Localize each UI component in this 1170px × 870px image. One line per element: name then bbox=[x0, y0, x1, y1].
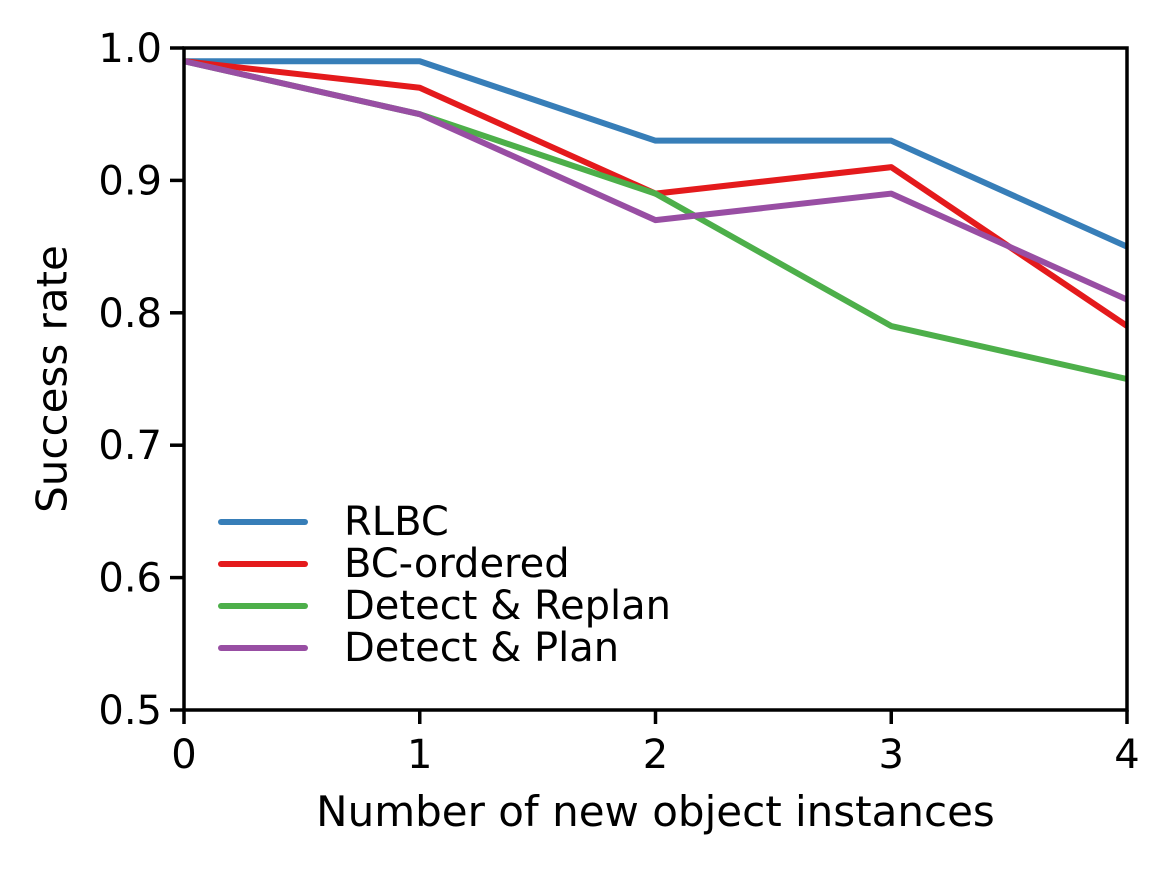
series-line-rlbc bbox=[184, 58, 1129, 250]
x-tick-label: 2 bbox=[643, 732, 668, 778]
y-axis-label: Success rate bbox=[27, 245, 77, 513]
legend-label-detect-plan: Detect & Plan bbox=[344, 625, 620, 671]
axis-tick-marks bbox=[170, 46, 1129, 724]
legend-label-bc-ordered: BC-ordered bbox=[344, 541, 570, 587]
y-tick-label: 0.7 bbox=[98, 423, 162, 469]
axis-tick-labels: 0.5 0.6 0.7 0.8 0.9 1.0 0 1 2 3 4 bbox=[98, 26, 1139, 778]
legend-swatch-detect-plan bbox=[218, 644, 308, 652]
legend-swatch-bc-ordered bbox=[218, 560, 308, 568]
y-tick-label: 0.8 bbox=[98, 291, 162, 337]
x-tick-label: 4 bbox=[1114, 732, 1139, 778]
legend-item-detect-plan: Detect & Plan bbox=[218, 627, 671, 669]
legend-label-detect-replan: Detect & Replan bbox=[344, 583, 671, 629]
legend-item-bc-ordered: BC-ordered bbox=[218, 543, 671, 585]
x-axis-label: Number of new object instances bbox=[316, 787, 995, 836]
legend: RLBC BC-ordered Detect & Replan Detect &… bbox=[218, 501, 671, 669]
x-tick-label: 1 bbox=[407, 732, 432, 778]
legend-swatch-detect-replan bbox=[218, 602, 308, 610]
y-tick-label: 0.6 bbox=[98, 556, 162, 602]
y-tick-label: 1.0 bbox=[98, 26, 162, 72]
x-tick-label: 3 bbox=[879, 732, 904, 778]
y-tick-label: 0.5 bbox=[98, 688, 162, 734]
y-tick-label: 0.9 bbox=[98, 158, 162, 204]
data-series-lines bbox=[183, 58, 1129, 382]
legend-swatch-rlbc bbox=[218, 518, 308, 526]
legend-item-detect-replan: Detect & Replan bbox=[218, 585, 671, 627]
legend-item-rlbc: RLBC bbox=[218, 501, 671, 543]
series-line-detect-plan bbox=[183, 58, 1129, 303]
x-tick-label: 0 bbox=[171, 732, 196, 778]
plot-frame bbox=[182, 46, 1129, 712]
axes-frame bbox=[182, 46, 1129, 712]
legend-label-rlbc: RLBC bbox=[344, 499, 449, 545]
